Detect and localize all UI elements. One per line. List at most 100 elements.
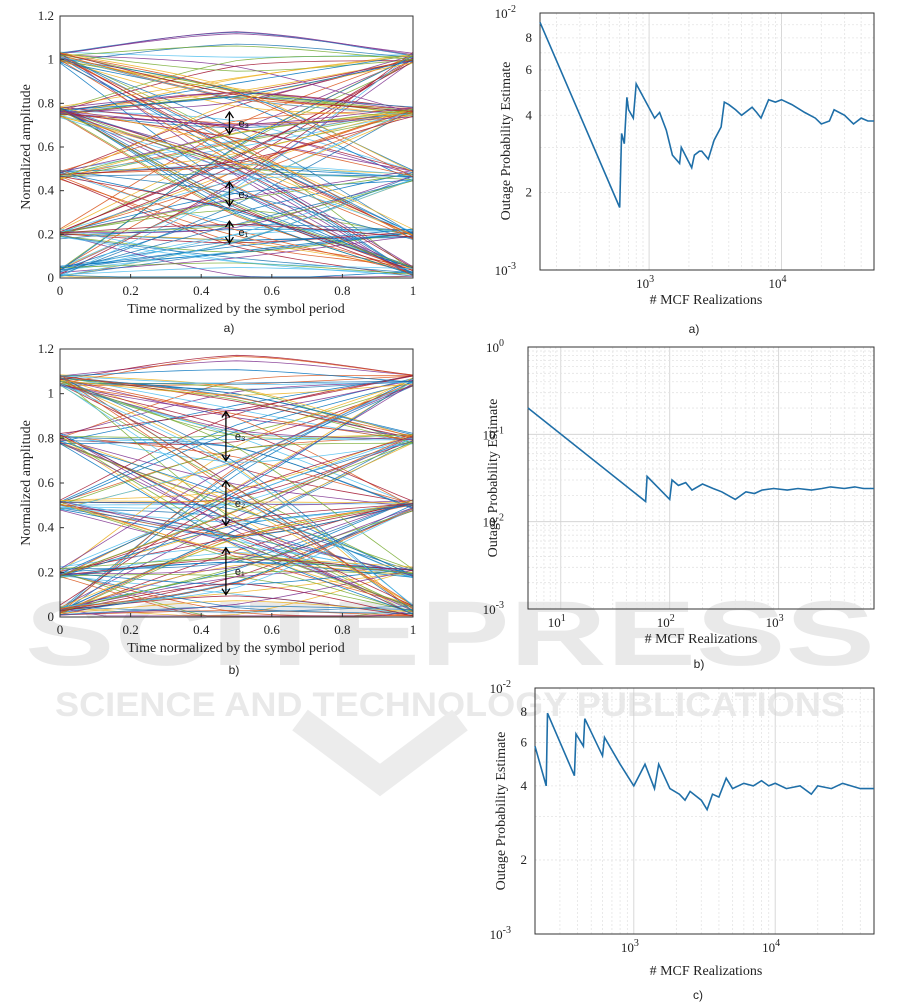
eye-trace [59, 435, 414, 570]
eye-trace [59, 267, 414, 275]
eye-trace [59, 169, 414, 273]
eye-trace [59, 500, 414, 608]
x-tick-label: 0 [57, 622, 64, 637]
x-tick-label: 0.8 [334, 622, 350, 637]
eye-trace [59, 108, 414, 269]
eye-trace [59, 564, 414, 610]
eye-trace [59, 54, 414, 114]
eye-trace [59, 377, 414, 444]
outage-a-caption: a) [689, 322, 700, 336]
outage-b-ylabel: Outage Probability Estimate [486, 399, 501, 558]
eye-trace [59, 434, 414, 607]
eye-chart-a: e₁ e₂ e₃ 0 0.2 0.4 0.6 0.8 1 0 0.2 0.4 0.6 0.8 1 1.2 T… [19, 8, 416, 335]
outage-series-line [539, 21, 874, 208]
eye-trace [59, 605, 414, 615]
eye-trace [59, 107, 414, 126]
eye-trace [59, 178, 414, 267]
outage-a-ylabel: Outage Probability Estimate [499, 62, 514, 221]
eye-trace [59, 236, 414, 269]
eye-trace [59, 117, 414, 232]
eye-trace [59, 438, 414, 508]
eye-opening-label: e₁ [238, 227, 248, 239]
eye-trace [59, 106, 414, 125]
y-tick-label: 0.8 [38, 430, 54, 445]
eye-trace [59, 435, 414, 505]
outage-b-caption: b) [694, 657, 705, 671]
eye-trace [59, 232, 414, 277]
eye-a-ylabel: Normalized amplitude [19, 84, 34, 210]
eye-trace [59, 500, 414, 504]
eye-trace [59, 377, 414, 436]
eye-trace [59, 228, 414, 269]
outage-c-caption: c) [693, 988, 703, 1002]
arrow-head-down [224, 236, 234, 245]
eye-trace [59, 499, 414, 612]
y-tick-label: 0.2 [38, 564, 54, 579]
eye-trace [59, 31, 414, 55]
eye-trace [59, 383, 414, 606]
outage-b-xlabel: # MCF Realizations [645, 632, 758, 647]
outage-b-frame [527, 346, 875, 610]
eye-trace [59, 53, 414, 178]
eye-trace [59, 354, 414, 381]
eye-trace [59, 52, 414, 173]
y-tick-label: 1.2 [38, 8, 54, 23]
eye-trace [59, 380, 414, 385]
outage-chart-a: 103 104 10-3 2 4 6 8 10-2 # MCF Realizations Ou… [495, 4, 875, 336]
eye-trace [59, 53, 414, 235]
eye-trace [59, 374, 414, 438]
eye-trace [59, 109, 414, 177]
eye-trace [59, 52, 414, 112]
outage-c-ylabel: Outage Probability Estimate [494, 732, 509, 891]
eye-trace [59, 54, 414, 110]
eye-trace [59, 31, 414, 56]
eye-a-caption: a) [224, 321, 235, 335]
eye-trace [59, 375, 414, 443]
y-tick-label: 2 [521, 852, 528, 867]
eye-trace [59, 380, 414, 396]
eye-trace [59, 52, 414, 277]
eye-trace [59, 232, 414, 253]
eye-trace [59, 507, 414, 575]
eye-trace [59, 500, 414, 608]
eye-trace [59, 508, 414, 610]
eye-trace [59, 568, 414, 586]
eye-trace [59, 60, 414, 117]
eye-trace [59, 110, 414, 268]
arrow-head-down [224, 127, 234, 136]
y-tick-label: 4 [526, 107, 533, 122]
eye-trace [59, 435, 414, 606]
eye-trace [59, 109, 414, 181]
eye-trace [59, 108, 414, 269]
x-tick-label: 103 [621, 938, 639, 955]
x-tick-label: 1 [410, 622, 417, 637]
y-tick-label: 1.2 [38, 341, 54, 356]
x-tick-label: 0.6 [264, 622, 281, 637]
eye-trace [59, 600, 414, 614]
arrow-head-down [221, 588, 231, 596]
eye-trace [59, 234, 414, 278]
eye-trace [59, 179, 414, 233]
eye-trace [59, 375, 414, 434]
x-tick-label: 0.4 [193, 622, 210, 637]
watermark-chevron [292, 709, 468, 797]
eye-trace [59, 61, 414, 233]
arrow-head-up [224, 220, 234, 228]
eye-trace [59, 106, 414, 230]
eye-trace [59, 440, 414, 504]
eye-trace [59, 434, 414, 501]
eye-opening-label: e₂ [238, 189, 248, 201]
eye-trace [59, 504, 414, 614]
y-tick-label: 8 [521, 704, 528, 719]
y-tick-label: 2 [526, 185, 533, 200]
eye-trace [59, 236, 414, 274]
eye-trace [59, 546, 414, 576]
eye-trace [60, 438, 414, 509]
y-tick-label: 10-2 [495, 4, 516, 21]
eye-trace [59, 561, 414, 578]
eye-chart-b: e₁ e₂ e₃ 0 0.2 0.4 0.6 0.8 1 0 0.2 0.4 0.6 0.8 1 1.2 T… [19, 341, 416, 677]
eye-trace [59, 377, 414, 438]
eye-trace [59, 571, 414, 608]
eye-trace [59, 502, 414, 523]
eye-trace [59, 375, 414, 439]
